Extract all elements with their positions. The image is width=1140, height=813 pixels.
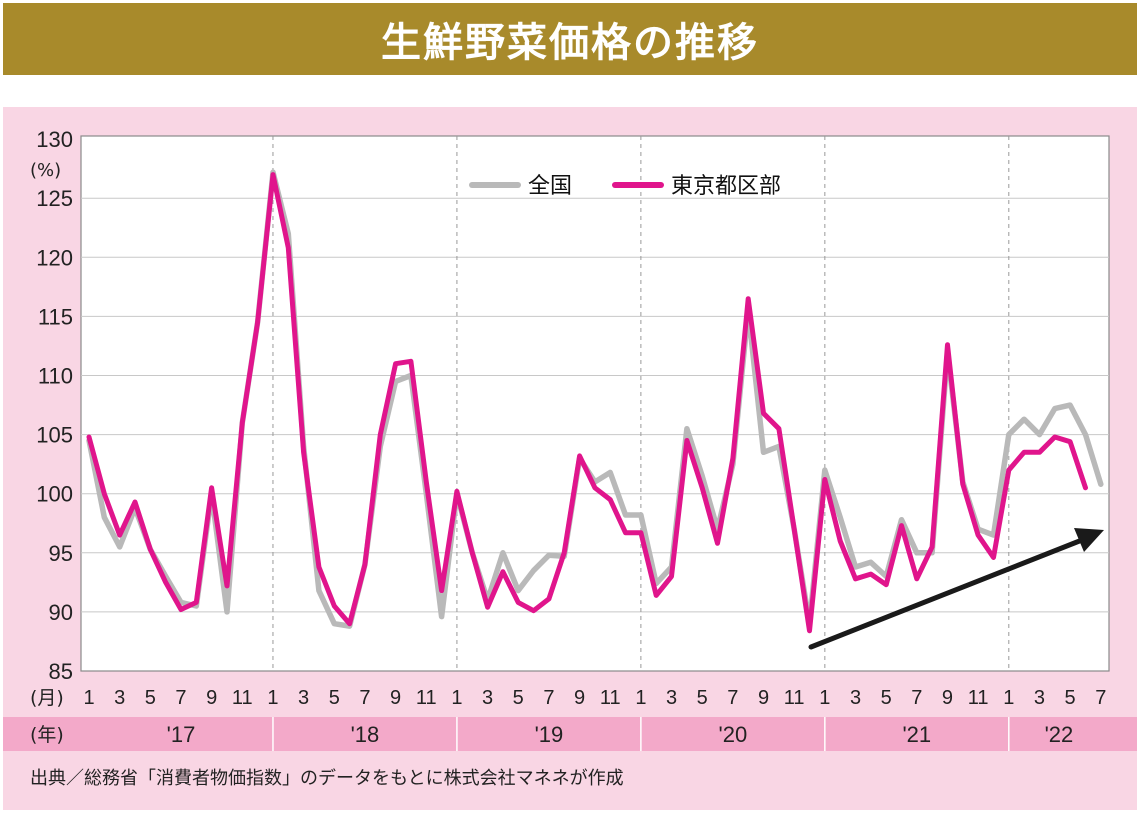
y-axis-unit: (%) [30, 160, 61, 181]
y-tick-label: 110 [38, 364, 73, 389]
month-tick-label: 1 [635, 687, 646, 709]
y-tick-label: 105 [36, 423, 73, 448]
month-tick-label: 9 [942, 687, 953, 709]
series-line-tokyo [86, 172, 1088, 634]
month-tick-label: 11 [968, 687, 989, 709]
year-label: '20 [719, 722, 748, 747]
month-tick-label: 5 [329, 687, 340, 709]
y-tick-label: 130 [36, 127, 73, 152]
month-tick-label: 7 [1095, 687, 1106, 709]
month-tick-label: 7 [727, 687, 738, 709]
legend-label: 全国 [528, 174, 572, 199]
month-tick-label: 1 [267, 687, 278, 709]
month-tick-label: 9 [758, 687, 769, 709]
year-label: '22 [1045, 722, 1074, 747]
month-tick-label: 1 [819, 687, 830, 709]
y-tick-label: 125 [36, 186, 73, 211]
month-axis-label: (月) [30, 687, 64, 709]
month-tick-label: 5 [513, 687, 524, 709]
year-label: '17 [167, 722, 196, 747]
month-tick-label: 11 [784, 687, 805, 709]
plot-area [80, 135, 1110, 672]
year-label: '19 [535, 722, 564, 747]
month-tick-label: 3 [850, 687, 861, 709]
month-tick-label: 7 [359, 687, 370, 709]
month-tick-label: 11 [232, 687, 253, 709]
month-tick-label: 1 [1003, 687, 1014, 709]
month-tick-label: 9 [574, 687, 585, 709]
month-tick-label: 9 [206, 687, 217, 709]
y-tick-label: 85 [49, 659, 73, 684]
y-tick-label: 95 [49, 541, 73, 566]
title-banner: 生鮮野菜価格の推移 [3, 3, 1137, 75]
month-tick-label: 7 [175, 687, 186, 709]
trend-arrow [808, 537, 1085, 650]
month-tick-label: 3 [114, 687, 125, 709]
y-tick-label: 90 [49, 600, 73, 625]
month-tick-label: 1 [451, 687, 462, 709]
month-tick-label: 3 [298, 687, 309, 709]
month-tick-label: 5 [881, 687, 892, 709]
year-band [3, 717, 1137, 751]
trend-arrow-head [1074, 528, 1104, 552]
month-tick-label: 3 [1034, 687, 1045, 709]
month-tick-label: 5 [697, 687, 708, 709]
month-tick-label: 11 [416, 687, 437, 709]
y-tick-label: 120 [36, 245, 73, 270]
year-axis-label: (年) [30, 724, 64, 746]
y-tick-label: 115 [38, 304, 73, 329]
month-tick-label: 9 [390, 687, 401, 709]
legend-label: 東京都区部 [671, 174, 781, 199]
page-title: 生鮮野菜価格の推移 [381, 20, 759, 66]
source-note: 出典／総務省「消費者物価指数」のデータをもとに株式会社マネネが作成 [30, 768, 624, 789]
month-tick-label: 3 [666, 687, 677, 709]
month-tick-label: 5 [145, 687, 156, 709]
month-tick-label: 7 [543, 687, 554, 709]
month-tick-label: 3 [482, 687, 493, 709]
month-tick-label: 1 [83, 687, 94, 709]
month-tick-label: 7 [911, 687, 922, 709]
year-label: '18 [351, 722, 380, 747]
month-tick-label: 11 [600, 687, 621, 709]
year-label: '21 [902, 722, 931, 747]
month-tick-label: 5 [1065, 687, 1076, 709]
y-tick-label: 100 [36, 482, 73, 507]
